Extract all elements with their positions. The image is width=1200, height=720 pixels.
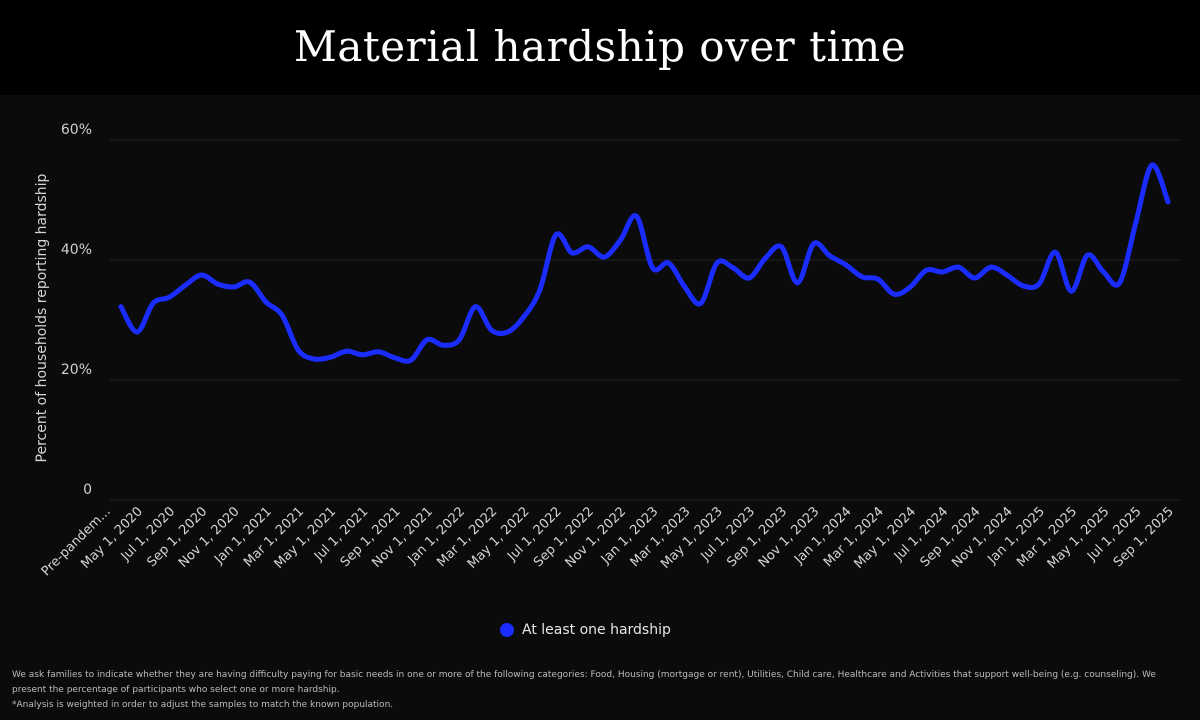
data-point bbox=[505, 329, 511, 335]
footnote-weighting-note: *Analysis is weighted in order to adjust… bbox=[12, 700, 394, 710]
series-line bbox=[118, 162, 1171, 364]
data-point bbox=[778, 244, 784, 250]
data-point bbox=[875, 276, 881, 282]
data-point bbox=[311, 356, 317, 362]
data-point bbox=[215, 281, 221, 287]
data-point bbox=[1036, 281, 1042, 287]
data-point bbox=[166, 294, 172, 300]
y-tick-label: 20% bbox=[61, 362, 92, 378]
data-point bbox=[456, 337, 462, 343]
data-point bbox=[408, 357, 414, 363]
data-point bbox=[988, 264, 994, 270]
data-point bbox=[247, 279, 253, 285]
data-point bbox=[601, 254, 607, 260]
data-point bbox=[1101, 269, 1107, 275]
data-point bbox=[891, 291, 897, 297]
data-point bbox=[150, 300, 156, 306]
data-point bbox=[1004, 272, 1010, 278]
data-point bbox=[440, 342, 446, 348]
data-point bbox=[1020, 283, 1026, 289]
data-point bbox=[795, 280, 801, 286]
data-point bbox=[360, 352, 366, 358]
data-point bbox=[472, 304, 478, 310]
data-point bbox=[956, 264, 962, 270]
data-point bbox=[1133, 220, 1139, 226]
data-point bbox=[698, 300, 704, 306]
data-point bbox=[1084, 252, 1090, 258]
data-point bbox=[650, 265, 656, 271]
data-point bbox=[295, 347, 301, 353]
data-point bbox=[488, 327, 494, 333]
y-tick-label: 60% bbox=[61, 122, 92, 138]
data-point bbox=[762, 255, 768, 261]
data-point bbox=[1068, 288, 1074, 294]
data-point bbox=[279, 312, 285, 318]
data-point bbox=[263, 299, 269, 305]
legend[interactable]: At least one hardship bbox=[500, 622, 671, 638]
y-axis-title: Percent of households reporting hardship bbox=[34, 173, 50, 462]
data-point bbox=[939, 269, 945, 275]
data-point bbox=[859, 274, 865, 280]
data-point bbox=[923, 267, 929, 273]
data-point bbox=[553, 232, 559, 238]
legend-marker-icon bbox=[500, 623, 514, 637]
data-point bbox=[118, 304, 124, 310]
title-bar: Material hardship over time bbox=[0, 0, 1200, 95]
data-point bbox=[1165, 199, 1171, 205]
data-point bbox=[134, 329, 140, 335]
data-point bbox=[344, 348, 350, 354]
data-point bbox=[827, 253, 833, 259]
footnote-description: We ask families to indicate whether they… bbox=[12, 670, 1156, 695]
chart-title: Material hardship over time bbox=[293, 22, 907, 71]
data-point bbox=[714, 260, 720, 266]
footnote: We ask families to indicate whether they… bbox=[12, 668, 1187, 713]
data-point bbox=[730, 265, 736, 271]
data-point bbox=[424, 337, 430, 343]
data-point bbox=[972, 275, 978, 281]
data-point bbox=[376, 349, 382, 355]
y-tick-label: 40% bbox=[61, 242, 92, 258]
data-point bbox=[1117, 280, 1123, 286]
legend-label: At least one hardship bbox=[522, 622, 671, 638]
data-point bbox=[182, 282, 188, 288]
data-point bbox=[585, 244, 591, 250]
data-point bbox=[327, 354, 333, 360]
data-point bbox=[843, 262, 849, 268]
data-point bbox=[682, 284, 688, 290]
data-point bbox=[633, 213, 639, 219]
data-point bbox=[521, 314, 527, 320]
data-point bbox=[199, 272, 205, 278]
data-point bbox=[1149, 162, 1155, 168]
data-point bbox=[907, 284, 913, 290]
y-tick-label: 0 bbox=[83, 482, 92, 498]
data-point bbox=[617, 237, 623, 243]
data-point bbox=[569, 250, 575, 256]
data-point bbox=[231, 284, 237, 290]
data-point bbox=[537, 287, 543, 293]
data-point bbox=[1052, 249, 1058, 255]
data-point bbox=[746, 275, 752, 281]
data-point bbox=[392, 355, 398, 361]
data-point bbox=[811, 241, 817, 247]
data-point bbox=[666, 260, 672, 266]
